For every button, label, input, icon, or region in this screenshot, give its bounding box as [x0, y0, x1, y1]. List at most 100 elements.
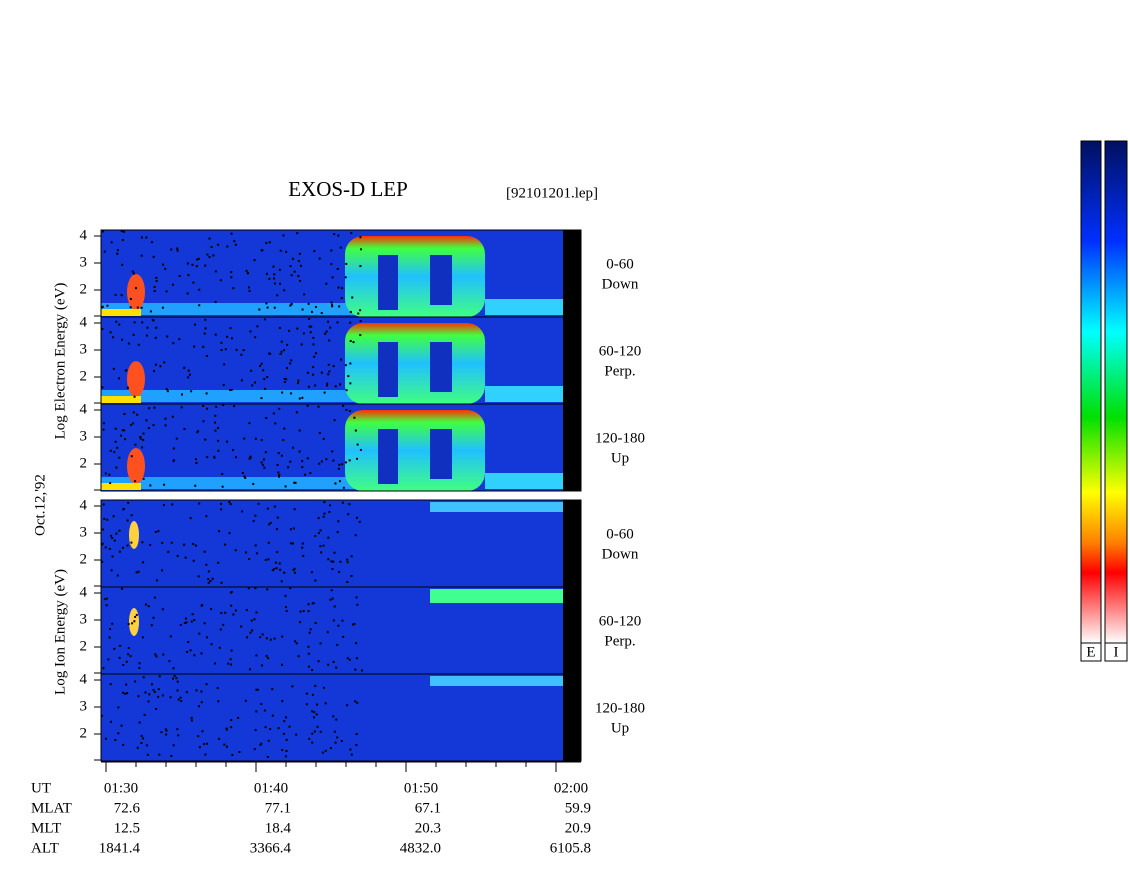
ion-axis-label: Log Ion Energy (eV) [52, 569, 68, 695]
noise-pixel [170, 541, 173, 544]
noise-pixel [333, 551, 336, 554]
noise-pixel [281, 635, 284, 638]
noise-pixel [145, 419, 148, 422]
noise-pixel [259, 743, 262, 746]
noise-pixel [180, 393, 183, 396]
noise-pixel [153, 596, 156, 599]
noise-pixel [193, 654, 196, 657]
noise-pixel [190, 390, 193, 393]
noise-pixel [253, 618, 256, 621]
noise-pixel [217, 439, 220, 442]
noise-pixel [267, 657, 270, 660]
noise-pixel [345, 389, 348, 392]
noise-pixel [348, 459, 351, 462]
y-tick-label: 4 [80, 497, 88, 513]
noise-pixel [126, 519, 129, 522]
spectrogram-blob [127, 361, 145, 397]
noise-pixel [133, 395, 136, 398]
noise-pixel [153, 290, 156, 293]
noise-pixel [163, 361, 166, 364]
noise-pixel [147, 605, 150, 608]
noise-pixel [135, 571, 138, 574]
noise-pixel [256, 688, 259, 691]
noise-pixel [320, 371, 323, 374]
noise-pixel [109, 683, 112, 686]
noise-pixel [332, 459, 335, 462]
noise-pixel [155, 655, 158, 658]
noise-pixel [332, 619, 335, 622]
noise-pixel [271, 688, 274, 691]
noise-pixel [325, 458, 328, 461]
noise-pixel [348, 410, 351, 413]
noise-pixel [265, 637, 268, 640]
noise-pixel [230, 649, 233, 652]
noise-pixel [290, 274, 293, 277]
noise-pixel [238, 751, 241, 754]
noise-pixel [207, 578, 210, 581]
noise-pixel [172, 459, 175, 462]
noise-pixel [261, 633, 264, 636]
table-cell: 12.5 [114, 820, 140, 836]
noise-pixel [347, 513, 350, 516]
noise-pixel [333, 730, 336, 733]
noise-pixel [172, 677, 175, 680]
noise-pixel [192, 542, 195, 545]
noise-pixel [228, 532, 231, 535]
noise-pixel [189, 649, 192, 652]
noise-pixel [129, 655, 132, 658]
noise-pixel [102, 422, 105, 425]
noise-pixel [283, 377, 286, 380]
noise-pixel [101, 543, 104, 546]
noise-pixel [266, 376, 269, 379]
noise-pixel [311, 602, 314, 605]
noise-pixel [311, 732, 314, 735]
noise-pixel [302, 332, 305, 335]
spectrogram-blob [127, 274, 145, 310]
noise-pixel [101, 560, 104, 563]
noise-pixel [161, 608, 164, 611]
noise-pixel [122, 663, 125, 666]
noise-pixel [349, 748, 352, 751]
noise-pixel [314, 579, 317, 582]
noise-pixel [290, 359, 293, 362]
noise-pixel [341, 287, 344, 290]
noise-pixel [359, 334, 362, 337]
noise-pixel [291, 685, 294, 688]
y-tick-label: 3 [80, 254, 88, 270]
noise-pixel [132, 272, 135, 275]
noise-pixel [172, 447, 175, 450]
noise-pixel [186, 262, 189, 265]
noise-pixel [331, 305, 334, 308]
noise-pixel [145, 744, 148, 747]
noise-pixel [241, 510, 244, 513]
noise-pixel [109, 628, 112, 631]
noise-pixel [187, 369, 190, 372]
noise-pixel [208, 237, 211, 240]
noise-pixel [268, 241, 271, 244]
noise-pixel [320, 460, 323, 463]
noise-pixel [154, 363, 157, 366]
row-label: MLT [31, 820, 61, 836]
noise-pixel [157, 695, 160, 698]
noise-pixel [255, 611, 258, 614]
noise-pixel [217, 243, 220, 246]
noise-pixel [331, 597, 334, 600]
noise-pixel [284, 485, 287, 488]
noise-pixel [265, 417, 268, 420]
noise-pixel [276, 551, 279, 554]
noise-pixel [204, 264, 207, 267]
noise-pixel [324, 332, 327, 335]
noise-pixel [295, 411, 298, 414]
noise-pixel [172, 667, 175, 670]
noise-pixel [203, 743, 206, 746]
colorbar-label: I [1114, 644, 1119, 660]
y-tick-label: 3 [80, 428, 88, 444]
noise-pixel [345, 408, 348, 411]
noise-pixel [235, 348, 238, 351]
spectrogram-background [101, 500, 563, 587]
noise-pixel [127, 342, 130, 345]
noise-pixel [299, 621, 302, 624]
noise-pixel [318, 462, 321, 465]
panel-label: Down [602, 276, 639, 292]
noise-pixel [280, 454, 283, 457]
